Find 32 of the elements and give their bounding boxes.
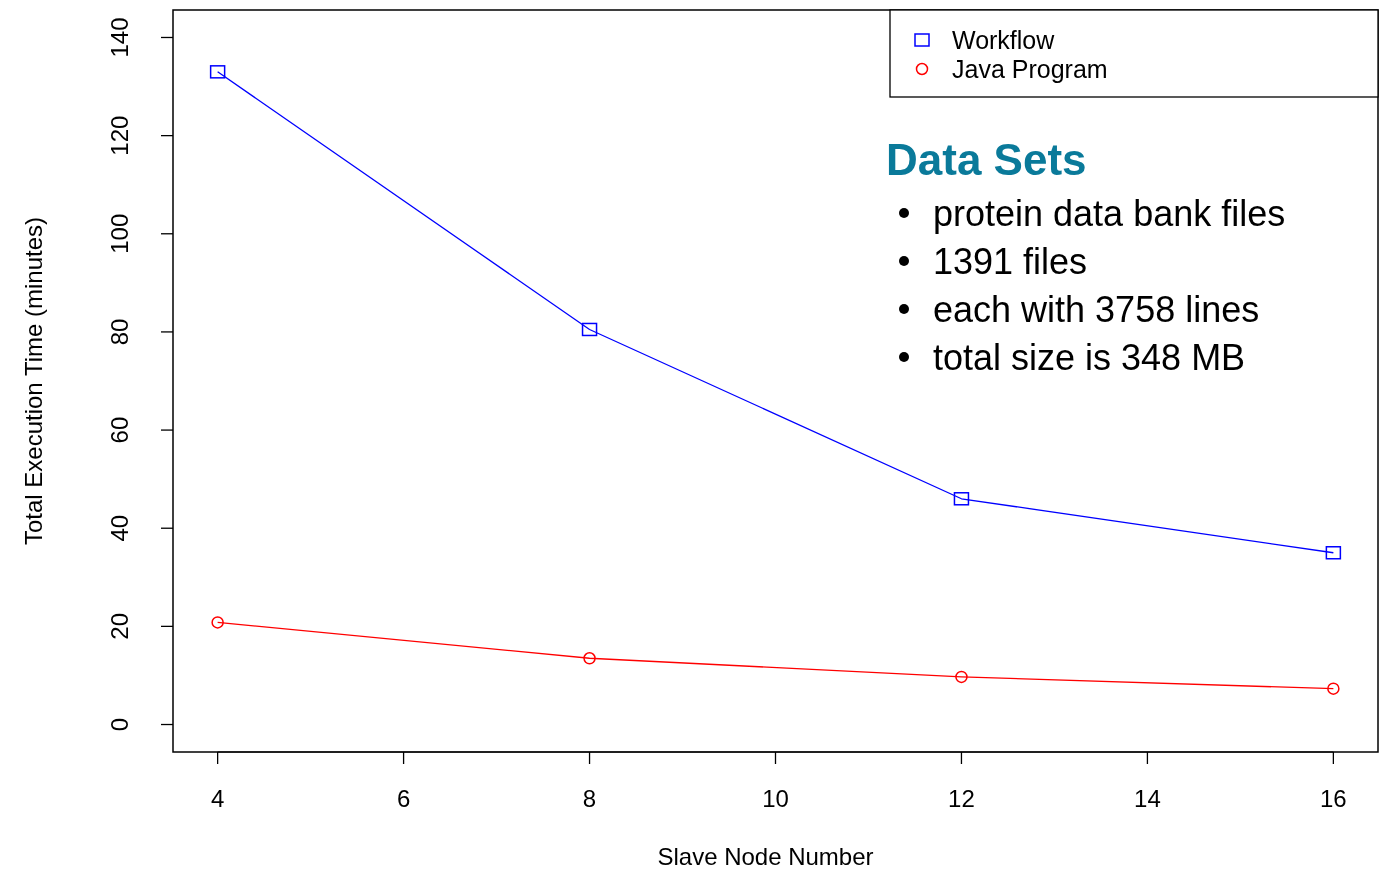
annotation: total size is 348 MB (933, 337, 1246, 378)
point (953, 492, 970, 506)
x-tick-label: 16 (1320, 785, 1347, 812)
y-tick-label: 0 (106, 717, 133, 732)
x-tick-label: 14 (1134, 785, 1161, 812)
point (581, 322, 598, 337)
y-tick-label: 100 (106, 213, 133, 254)
legend-label: Java Program (952, 55, 1108, 83)
x-tick-label: 4 (210, 785, 225, 812)
y-tick-label: 80 (106, 318, 133, 346)
x-axis-title: Slave Node Number (657, 843, 874, 869)
point (209, 65, 226, 79)
point (955, 670, 968, 684)
x-tick-label: 6 (396, 785, 411, 812)
annotation: protein data bank files (933, 193, 1286, 234)
annotation: 1391 files (933, 241, 1088, 282)
y-tick-label: 20 (106, 613, 133, 640)
y-tick-label: 60 (106, 416, 133, 444)
x-tick-label: 8 (582, 785, 597, 812)
x-tick-label: 10 (762, 785, 789, 812)
point (1325, 546, 1342, 560)
y-axis-title: Total Execution Time (minutes) (20, 216, 47, 546)
point (211, 616, 224, 629)
legend-label: Workflow (952, 26, 1056, 54)
point (1327, 682, 1340, 695)
annotation: Data Sets (886, 135, 1087, 184)
y-tick-label: 40 (106, 514, 133, 542)
y-tick-label: 140 (106, 17, 133, 58)
y-tick-label: 120 (106, 115, 133, 156)
point (583, 652, 596, 665)
x-tick-label: 12 (948, 785, 975, 812)
annotation: each with 3758 lines (933, 289, 1260, 330)
